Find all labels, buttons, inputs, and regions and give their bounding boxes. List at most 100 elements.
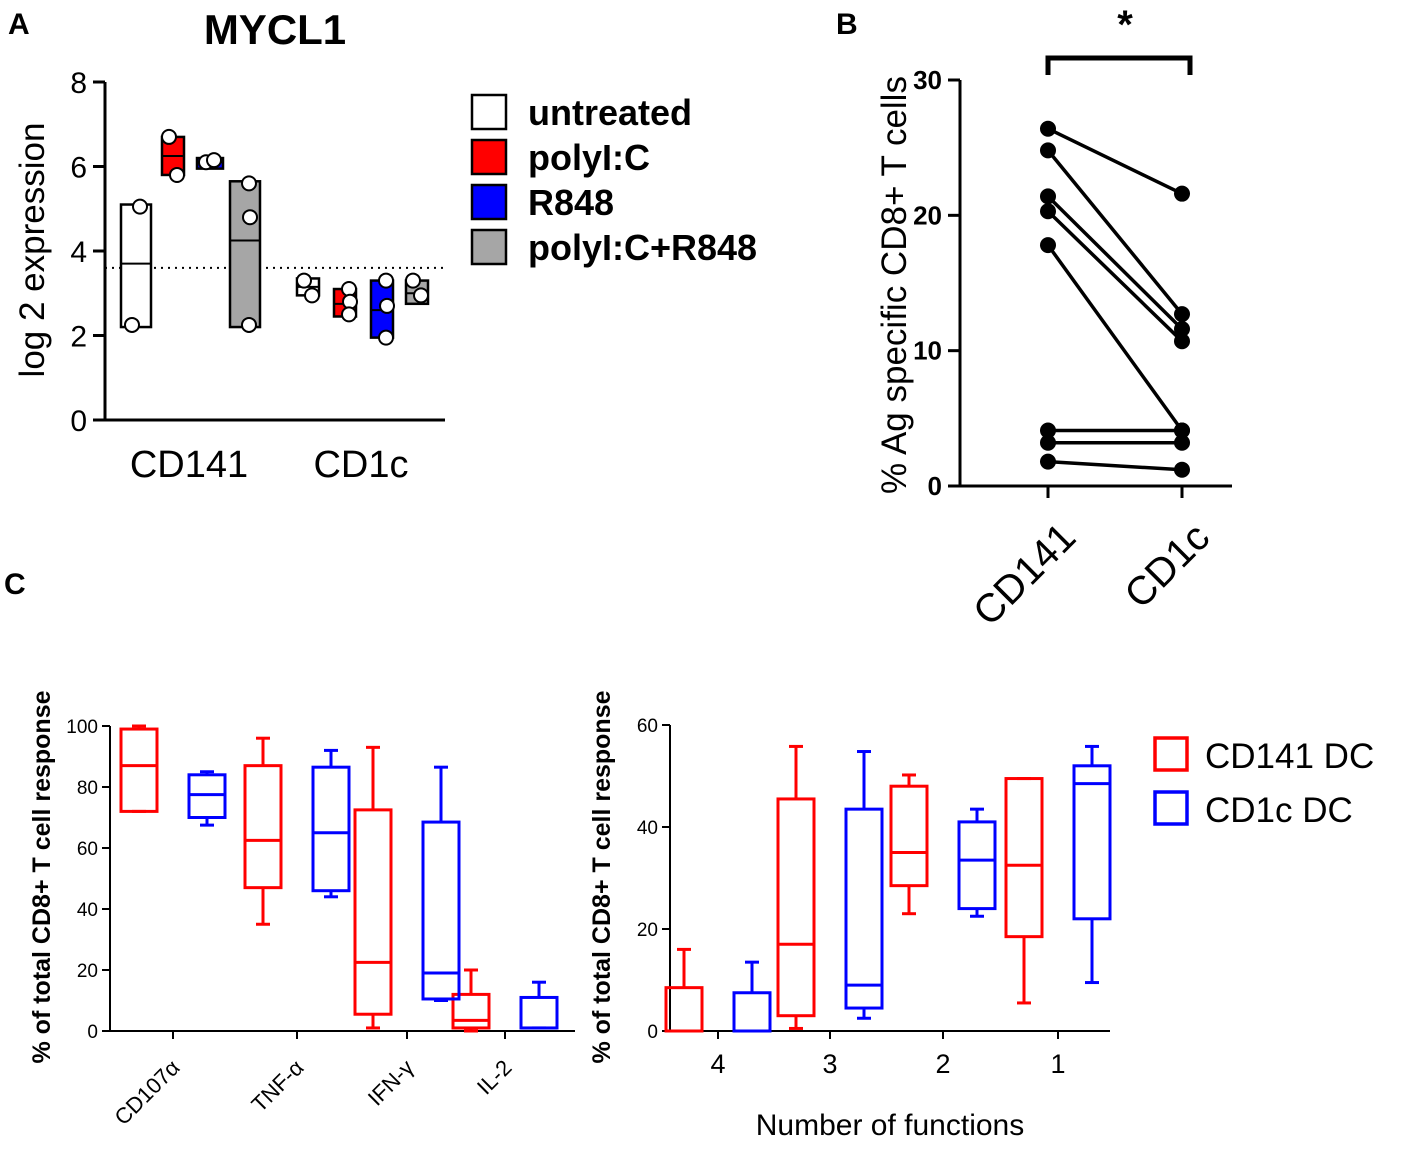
panel-c1-y-tick-label: 0 xyxy=(87,1022,98,1043)
panel-c2-y-tick-label: 0 xyxy=(647,1022,658,1043)
panel-b-pair-line xyxy=(1046,244,1184,432)
panel-b-y-tick-label: 10 xyxy=(913,336,942,366)
panel-a-data-point xyxy=(132,198,148,215)
panel-b-pair-line xyxy=(1047,127,1183,196)
panel-c1-box xyxy=(119,727,159,813)
panel-c2-chart: % of total CD8+ T cell response Number o… xyxy=(588,690,1374,1142)
panel-b-significance-star: * xyxy=(1117,3,1133,47)
panel-b-x-tick-label: CD1c xyxy=(1116,515,1218,617)
panel-c2-box xyxy=(732,991,772,1033)
panel-c2-box xyxy=(844,807,884,1010)
panel-a-chart: MYCL1 log 2 expression 0 2 4 6 8 CD141 CD1c un… xyxy=(13,6,757,486)
panel-c1-x-tick-label: IL-2 xyxy=(472,1055,516,1099)
panel-a-data-point xyxy=(304,287,320,304)
panel-a-y-tick-label: 4 xyxy=(70,236,87,269)
panel-c2-x-tick-label: 3 xyxy=(822,1049,837,1079)
panel-c1-box xyxy=(187,773,227,819)
panel-b-y-tick-label: 0 xyxy=(928,471,942,501)
panel-b-point-cd1c xyxy=(1174,333,1190,350)
panel-b-chart: % Ag specific CD8+ T cells 0 10 20 30 CD141 C… xyxy=(875,3,1232,634)
panel-a-title: MYCL1 xyxy=(204,6,346,53)
panel-b-y-tick-label: 20 xyxy=(913,200,942,230)
panel-b-y-tick-label: 30 xyxy=(913,65,942,95)
panel-c2-box xyxy=(957,820,997,911)
panel-c1-x-tick-label: IFN-γ xyxy=(363,1055,419,1111)
panel-c-legend-swatch xyxy=(1153,736,1189,772)
panel-c1-box xyxy=(353,808,393,1016)
panel-b-pair-line xyxy=(1046,210,1184,343)
panel-a-y-tick-label: 8 xyxy=(70,67,87,100)
panel-c1-x-tick-label: TNF-α xyxy=(246,1055,308,1117)
panel-c1-chart: % of total CD8+ T cell response 0 20 40 60 8… xyxy=(28,690,575,1130)
panel-a-data-point xyxy=(241,316,257,333)
panel-a-y-tick-label: 0 xyxy=(70,405,87,438)
panel-b-point-cd141 xyxy=(1040,142,1056,159)
panel-b-point-cd141 xyxy=(1040,203,1056,220)
panel-a-data-point xyxy=(206,152,222,169)
panel-a-data-point xyxy=(161,128,177,145)
panel-c2-box xyxy=(664,986,704,1033)
panel-b-point-cd141 xyxy=(1040,188,1056,205)
panel-c1-y-tick-label: 40 xyxy=(77,900,98,921)
panel-b-point-cd1c xyxy=(1174,185,1190,202)
panel-c1-box xyxy=(311,765,351,893)
panel-a-data-point xyxy=(242,209,258,226)
panel-b-point-cd141 xyxy=(1040,422,1056,439)
panel-a-data-point xyxy=(379,297,395,314)
panel-a-legend-label: R848 xyxy=(528,182,614,223)
panel-label-c: C xyxy=(4,568,26,601)
panel-b-point-cd1c xyxy=(1174,306,1190,323)
panel-b-x-tick-label: CD141 xyxy=(965,515,1084,634)
panel-b-pair-line xyxy=(1046,149,1184,316)
panel-a-legend-swatch xyxy=(470,93,508,131)
panel-c1-y-tick-label: 20 xyxy=(77,961,98,982)
panel-c2-box xyxy=(1004,777,1044,939)
panel-b-point-cd141 xyxy=(1040,453,1056,470)
panel-a-y-tick-label: 2 xyxy=(70,321,87,354)
panel-c1-y-tick-label: 100 xyxy=(66,717,98,738)
panel-a-data-point xyxy=(378,272,394,289)
panel-b-point-cd1c xyxy=(1174,321,1190,338)
panel-b-pair-line xyxy=(1046,195,1184,331)
panel-a-box xyxy=(228,180,262,329)
panel-b-point-cd141 xyxy=(1040,120,1056,137)
panel-a-legend-swatch xyxy=(470,138,508,176)
panel-a-legend-label: polyI:C+R848 xyxy=(528,227,757,268)
panel-c2-y-tick-label: 20 xyxy=(637,920,658,941)
panel-b-point-cd141 xyxy=(1040,237,1056,254)
panel-a-legend-label: untreated xyxy=(528,92,692,133)
panel-c1-box xyxy=(451,992,491,1030)
panel-c1-box xyxy=(243,764,283,890)
panel-c1-box xyxy=(519,995,559,1030)
panel-b-point-cd1c xyxy=(1174,461,1190,478)
panel-c2-box xyxy=(1072,764,1112,921)
panel-c2-x-tick-label: 4 xyxy=(710,1049,725,1079)
panel-c2-y-tick-label: 60 xyxy=(637,716,658,737)
panel-a-x-tick-label: CD1c xyxy=(313,444,408,486)
panel-c1-box xyxy=(421,820,461,1001)
panel-c2-x-axis-label: Number of functions xyxy=(756,1109,1024,1142)
panel-c1-y-tick-label: 80 xyxy=(77,778,98,799)
panel-a-data-point xyxy=(241,175,257,192)
panel-a-data-point xyxy=(169,166,185,183)
panel-label-b: B xyxy=(836,8,858,41)
panel-a-data-point xyxy=(341,306,357,323)
panel-b-point-cd1c xyxy=(1174,434,1190,451)
panel-c2-y-tick-label: 40 xyxy=(637,818,658,839)
panel-label-a: A xyxy=(8,8,30,41)
panel-c2-box xyxy=(776,797,816,1018)
panel-b-point-cd141 xyxy=(1040,434,1056,451)
panel-a-y-axis-label: log 2 expression xyxy=(13,123,52,378)
panel-a-data-point xyxy=(405,272,421,289)
panel-a-data-point xyxy=(413,287,429,304)
panel-a-data-point xyxy=(124,316,140,333)
panel-c2-y-axis-label: % of total CD8+ T cell response xyxy=(588,690,616,1063)
panel-c2-box xyxy=(889,784,929,888)
panel-a-legend-swatch xyxy=(470,183,508,221)
panel-b-pair-line xyxy=(1047,459,1183,472)
panel-a-box xyxy=(119,203,153,329)
panel-a-legend-label: polyI:C xyxy=(528,137,650,178)
panel-b-point-cd1c xyxy=(1174,422,1190,439)
panel-c2-x-tick-label: 2 xyxy=(935,1049,950,1079)
panel-b-significance-bracket xyxy=(1045,55,1193,75)
